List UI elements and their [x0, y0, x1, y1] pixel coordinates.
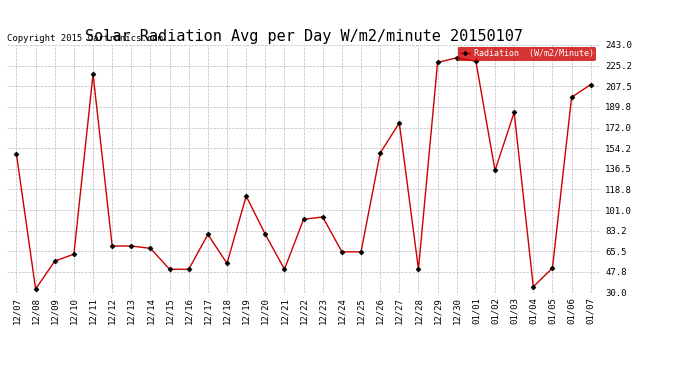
Radiation  (W/m2/Minute)	[567, 95, 575, 99]
Radiation  (W/m2/Minute)	[376, 151, 384, 155]
Radiation  (W/m2/Minute)	[185, 267, 193, 272]
Radiation  (W/m2/Minute)	[127, 244, 135, 248]
Radiation  (W/m2/Minute)	[50, 259, 59, 263]
Radiation  (W/m2/Minute)	[510, 110, 518, 115]
Radiation  (W/m2/Minute)	[108, 244, 117, 248]
Radiation  (W/m2/Minute)	[395, 121, 404, 125]
Radiation  (W/m2/Minute)	[529, 285, 538, 289]
Title: Solar Radiation Avg per Day W/m2/minute 20150107: Solar Radiation Avg per Day W/m2/minute …	[85, 29, 522, 44]
Radiation  (W/m2/Minute)	[204, 232, 212, 237]
Radiation  (W/m2/Minute)	[414, 267, 422, 272]
Radiation  (W/m2/Minute)	[433, 60, 442, 64]
Radiation  (W/m2/Minute)	[280, 267, 288, 272]
Radiation  (W/m2/Minute)	[357, 250, 365, 254]
Radiation  (W/m2/Minute)	[319, 215, 327, 219]
Line: Radiation  (W/m2/Minute): Radiation (W/m2/Minute)	[14, 56, 593, 291]
Radiation  (W/m2/Minute)	[453, 56, 461, 60]
Radiation  (W/m2/Minute)	[166, 267, 174, 272]
Radiation  (W/m2/Minute)	[262, 232, 270, 237]
Radiation  (W/m2/Minute)	[472, 59, 480, 63]
Legend: Radiation  (W/m2/Minute): Radiation (W/m2/Minute)	[457, 47, 596, 61]
Radiation  (W/m2/Minute)	[549, 266, 557, 270]
Radiation  (W/m2/Minute)	[89, 72, 97, 76]
Radiation  (W/m2/Minute)	[146, 246, 155, 250]
Radiation  (W/m2/Minute)	[337, 250, 346, 254]
Text: Copyright 2015 Cartronics.com: Copyright 2015 Cartronics.com	[7, 33, 163, 42]
Radiation  (W/m2/Minute)	[491, 168, 499, 173]
Radiation  (W/m2/Minute)	[242, 194, 250, 198]
Radiation  (W/m2/Minute)	[12, 152, 21, 156]
Radiation  (W/m2/Minute)	[70, 252, 78, 257]
Radiation  (W/m2/Minute)	[586, 82, 595, 87]
Radiation  (W/m2/Minute)	[32, 287, 40, 291]
Radiation  (W/m2/Minute)	[299, 217, 308, 222]
Radiation  (W/m2/Minute)	[223, 261, 231, 266]
